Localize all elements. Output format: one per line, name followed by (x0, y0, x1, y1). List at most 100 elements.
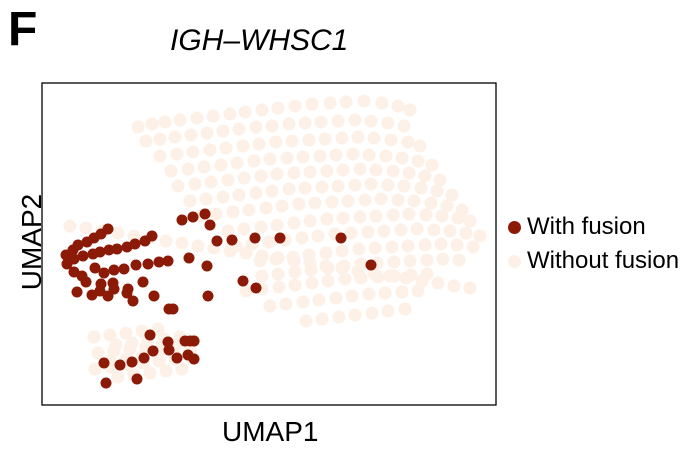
point-without-fusion-146 (394, 223, 408, 237)
point-without-fusion-124 (287, 216, 301, 230)
point-with-fusion-24 (249, 232, 261, 244)
point-without-fusion-164 (450, 238, 464, 252)
point-without-fusion-4 (190, 111, 204, 125)
point-without-fusion-60 (296, 150, 310, 164)
point-without-fusion-38 (203, 143, 217, 157)
point-without-fusion-5 (206, 109, 220, 123)
point-with-fusion-8 (68, 253, 80, 265)
legend-item-without-fusion: Without fusion (508, 244, 679, 278)
point-without-fusion-205 (365, 306, 379, 320)
point-without-fusion-148 (427, 223, 441, 237)
point-without-fusion-113 (358, 193, 372, 207)
point-without-fusion-19 (153, 132, 167, 146)
point-with-fusion-47 (71, 286, 83, 298)
point-without-fusion-68 (425, 158, 439, 172)
point-without-fusion-3 (173, 113, 187, 127)
point-without-fusion-122 (254, 220, 268, 234)
point-without-fusion-90 (249, 186, 263, 200)
point-with-fusion-42 (183, 252, 195, 264)
point-without-fusion-93 (298, 181, 312, 195)
point-without-fusion-193 (296, 295, 310, 309)
point-without-fusion-26 (265, 119, 279, 133)
point-without-fusion-15 (375, 96, 389, 110)
point-with-fusion-25 (274, 232, 286, 244)
point-without-fusion-207 (398, 302, 412, 316)
point-without-fusion-115 (391, 193, 405, 207)
legend: With fusion Without fusion (508, 210, 679, 278)
point-without-fusion-56 (230, 156, 244, 170)
point-without-fusion-168 (288, 265, 302, 279)
point-without-fusion-175 (403, 254, 417, 268)
point-without-fusion-240 (143, 366, 157, 380)
point-without-fusion-253 (223, 244, 237, 258)
point-without-fusion-45 (318, 132, 332, 146)
point-without-fusion-36 (170, 147, 184, 161)
point-without-fusion-157 (335, 244, 349, 258)
point-without-fusion-94 (315, 180, 329, 194)
point-without-fusion-194 (312, 293, 326, 307)
point-with-fusion-12 (103, 244, 115, 256)
point-without-fusion-206 (381, 304, 395, 318)
point-without-fusion-219 (107, 344, 121, 358)
point-without-fusion-71 (204, 175, 218, 189)
point-without-fusion-231 (88, 362, 102, 376)
point-without-fusion-128 (353, 210, 367, 224)
point-without-fusion-161 (401, 239, 415, 253)
point-with-fusion-36 (162, 255, 174, 267)
x-axis-label: UMAP1 (222, 416, 319, 447)
point-without-fusion-220 (123, 342, 137, 356)
point-without-fusion-32 (364, 114, 378, 128)
point-without-fusion-65 (379, 149, 393, 163)
point-without-fusion-37 (186, 145, 200, 159)
point-without-fusion-255 (255, 249, 269, 263)
point-with-fusion-37 (80, 276, 92, 288)
point-without-fusion-47 (351, 130, 365, 144)
point-without-fusion-184 (321, 274, 335, 288)
point-without-fusion-235 (152, 354, 166, 368)
point-without-fusion-10 (288, 99, 302, 113)
point-with-fusion-41 (137, 276, 149, 288)
point-without-fusion-79 (336, 163, 350, 177)
point-without-fusion-151 (473, 229, 487, 243)
point-with-fusion-43 (201, 260, 213, 272)
point-without-fusion-166 (255, 269, 269, 283)
point-without-fusion-197 (362, 287, 376, 301)
point-without-fusion-20 (168, 130, 182, 144)
point-with-fusion-9 (77, 250, 89, 262)
point-without-fusion-99 (397, 179, 411, 193)
point-without-fusion-49 (384, 133, 398, 147)
point-without-fusion-203 (332, 310, 346, 324)
point-without-fusion-131 (402, 207, 416, 221)
y-axis-label: UMAP2 (16, 193, 47, 291)
point-without-fusion-260 (335, 261, 349, 275)
point-with-fusion-71 (126, 356, 138, 368)
point-without-fusion-149 (443, 224, 457, 238)
point-without-fusion-209 (103, 328, 117, 342)
point-without-fusion-130 (386, 208, 400, 222)
point-with-fusion-69 (188, 353, 200, 365)
point-with-fusion-45 (250, 282, 262, 294)
point-without-fusion-165 (466, 240, 480, 254)
point-without-fusion-17 (403, 103, 417, 117)
point-without-fusion-101 (430, 184, 444, 198)
point-without-fusion-39 (219, 141, 233, 155)
point-without-fusion-23 (216, 124, 230, 138)
point-without-fusion-109 (292, 197, 306, 211)
point-without-fusion-2 (158, 115, 172, 129)
point-with-fusion-53 (108, 283, 120, 295)
point-without-fusion-72 (221, 173, 235, 187)
point-without-fusion-64 (362, 148, 376, 162)
point-without-fusion-69 (171, 179, 185, 193)
point-without-fusion-112 (341, 194, 355, 208)
point-without-fusion-9 (271, 101, 285, 115)
point-with-fusion-29 (89, 262, 101, 274)
point-without-fusion-182 (288, 278, 302, 292)
point-without-fusion-181 (272, 280, 286, 294)
point-without-fusion-132 (419, 208, 433, 222)
point-without-fusion-35 (153, 149, 167, 163)
point-without-fusion-135 (463, 214, 477, 228)
point-without-fusion-259 (319, 259, 333, 273)
point-without-fusion-18 (139, 134, 153, 148)
point-without-fusion-7 (238, 105, 252, 119)
point-without-fusion-98 (381, 178, 395, 192)
